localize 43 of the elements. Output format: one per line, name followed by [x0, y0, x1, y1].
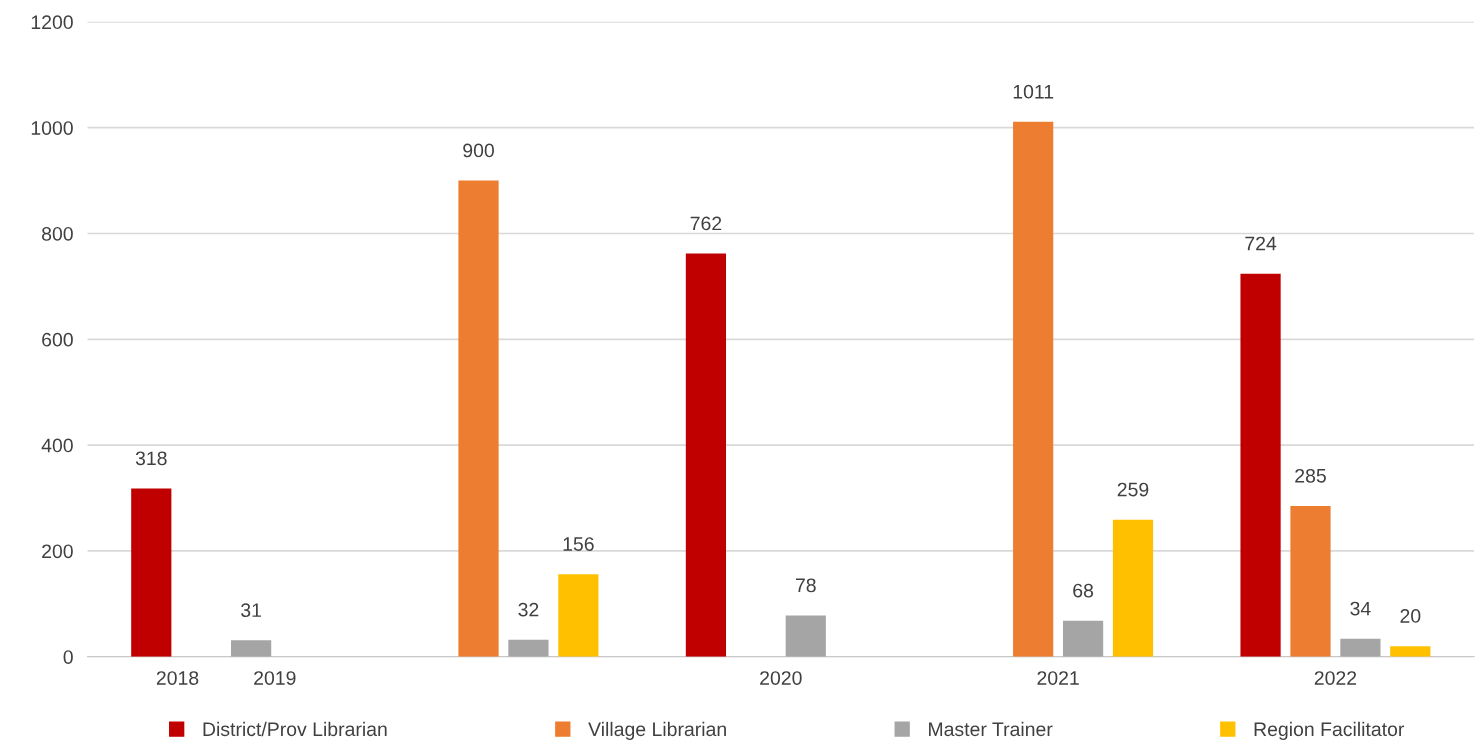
bar	[785, 615, 826, 657]
y-tick-label: 600	[42, 332, 73, 347]
bar	[1013, 121, 1054, 657]
bar	[131, 488, 172, 657]
x-tick-label: 2018 2019	[156, 671, 296, 685]
bar	[458, 180, 499, 657]
bar	[1340, 638, 1381, 657]
bar	[685, 253, 727, 657]
x-tick-label: 2020	[760, 671, 802, 685]
data-label: 31	[241, 603, 261, 618]
data-label: 68	[1073, 583, 1094, 598]
bar	[508, 639, 549, 657]
bar	[1062, 620, 1104, 657]
bar	[1290, 505, 1331, 657]
y-tick-label: 200	[42, 544, 73, 559]
data-label: 285	[1295, 468, 1326, 483]
data-label: 900	[463, 143, 494, 158]
data-label: 724	[1245, 236, 1277, 251]
data-label: 78	[795, 578, 816, 593]
y-tick-label: 1000	[31, 121, 73, 135]
bar	[1240, 273, 1281, 657]
data-label: 259	[1117, 482, 1149, 497]
data-label: 34	[1350, 601, 1371, 616]
legend-label: District/Prov Librarian	[203, 721, 387, 737]
bar	[558, 574, 599, 657]
data-label: 1011	[1013, 84, 1054, 99]
data-label: 318	[135, 451, 167, 466]
bar	[1390, 646, 1431, 657]
data-label: 762	[690, 216, 722, 231]
legend-label: Region Facilitator	[1254, 721, 1405, 740]
bar	[1112, 519, 1154, 657]
y-tick-label: 800	[42, 226, 73, 241]
y-tick-label: 0	[63, 650, 73, 664]
legend-label: Village Librarian	[588, 721, 726, 740]
legend-label: Master Trainer	[929, 721, 1053, 737]
x-tick-label: 2021	[1037, 671, 1079, 685]
data-label: 20	[1400, 609, 1421, 623]
bar	[231, 640, 272, 657]
y-tick-label: 400	[41, 438, 73, 453]
data-label: 32	[518, 602, 539, 617]
x-tick-label: 2022	[1314, 671, 1357, 685]
data-label: 156	[563, 537, 594, 551]
y-tick-label: 1200	[31, 15, 73, 30]
